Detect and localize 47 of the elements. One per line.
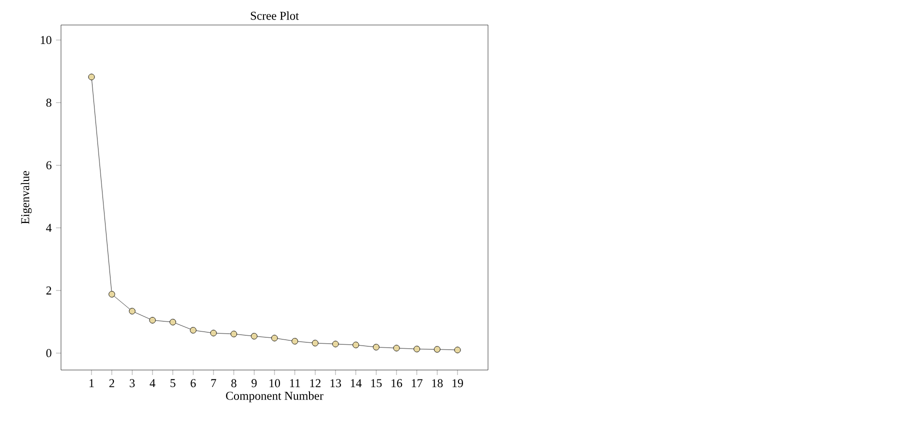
x-tick-label: 10 <box>270 379 280 388</box>
point <box>108 290 116 298</box>
x-tick-label: 6 <box>190 379 196 388</box>
x-tick-label: 15 <box>371 379 382 388</box>
point <box>312 340 318 346</box>
point <box>149 316 156 324</box>
x-tick-label: 13 <box>330 379 342 388</box>
y-tick-label: 4 <box>46 224 52 232</box>
x-tick-label: 18 <box>432 379 443 388</box>
x-tick-label: 2 <box>109 379 114 388</box>
point <box>128 308 136 314</box>
x-axis-title: Component Number <box>226 391 324 402</box>
x-tick-label: 9 <box>252 379 257 388</box>
point <box>250 332 258 340</box>
point <box>271 334 278 342</box>
point <box>88 74 95 80</box>
y-tick-label: 8 <box>46 98 52 107</box>
point <box>230 330 238 338</box>
point <box>292 338 298 344</box>
point <box>352 342 360 348</box>
y-tick-label: 0 <box>46 349 52 358</box>
point <box>414 346 420 352</box>
y-tick-label: 6 <box>46 161 52 170</box>
x-tick-label: 17 <box>412 379 422 388</box>
x-tick-label: 3 <box>130 379 135 388</box>
x-tick-label: 7 <box>211 379 216 388</box>
x-tick-label: 1 <box>90 379 94 388</box>
x-tick-label: 16 <box>392 379 402 388</box>
point <box>190 326 196 334</box>
point <box>170 318 176 326</box>
x-tick-label: 5 <box>170 379 176 388</box>
point <box>393 344 400 352</box>
y-tick-label: 2 <box>46 286 52 294</box>
point <box>454 346 461 354</box>
x-tick-label: 19 <box>452 379 463 388</box>
x-tick-label: 12 <box>310 379 320 388</box>
y-axis-title: Eigenvalue <box>20 171 32 224</box>
x-tick-label: 8 <box>231 379 236 388</box>
point <box>434 346 440 353</box>
point <box>372 344 380 350</box>
y-tick-label: 10 <box>40 36 52 44</box>
x-tick-label: 14 <box>350 379 362 388</box>
x-tick-label: 4 <box>150 379 156 388</box>
chart-title: Scree Plot <box>250 11 299 20</box>
point <box>210 330 217 336</box>
point <box>332 340 339 348</box>
x-tick-label: 11 <box>290 379 300 388</box>
